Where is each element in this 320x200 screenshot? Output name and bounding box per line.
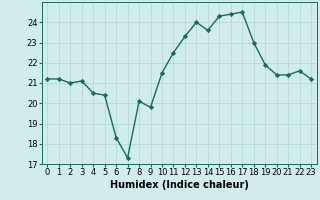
X-axis label: Humidex (Indice chaleur): Humidex (Indice chaleur) [110,180,249,190]
